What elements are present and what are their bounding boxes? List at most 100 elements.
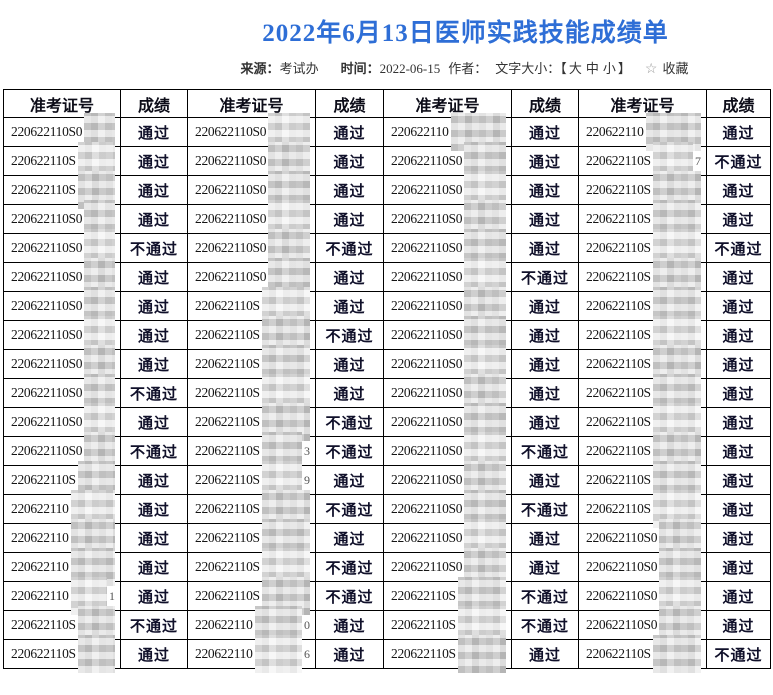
admission-id-prefix: 220622110S bbox=[11, 617, 76, 632]
admission-id-prefix: 220622110S bbox=[586, 182, 651, 197]
admission-id-tail: 6 bbox=[304, 646, 310, 661]
result-cell: 通过 bbox=[315, 262, 384, 292]
admission-id-prefix: 220622110S0 bbox=[391, 385, 463, 400]
column-header-result: 成绩 bbox=[315, 89, 384, 118]
admission-id-prefix: 220622110S0 bbox=[11, 124, 83, 139]
admission-id-prefix: 220622110 bbox=[11, 559, 69, 574]
result-cell: 不通过 bbox=[315, 407, 384, 437]
admission-id-prefix: 220622110S0 bbox=[11, 240, 83, 255]
result-cell: 通过 bbox=[315, 291, 384, 321]
result-cell: 不通过 bbox=[120, 378, 188, 408]
result-cell: 通过 bbox=[706, 465, 771, 495]
result-cell: 不通过 bbox=[120, 436, 188, 466]
fontsize-large-button[interactable]: 大 bbox=[568, 61, 582, 76]
result-cell: 通过 bbox=[511, 523, 579, 553]
admission-id-prefix: 220622110S bbox=[195, 501, 260, 516]
result-cell: 通过 bbox=[706, 117, 771, 147]
admission-id-cell: 220622110S0 bbox=[3, 287, 121, 325]
result-cell: 通过 bbox=[511, 175, 579, 205]
pixelated-privacy-mask bbox=[77, 635, 115, 673]
result-cell: 通过 bbox=[120, 407, 188, 437]
result-cell: 不通过 bbox=[511, 610, 579, 640]
result-cell: 通过 bbox=[706, 523, 771, 553]
admission-id-prefix: 220622110S0 bbox=[391, 530, 463, 545]
admission-id-prefix: 220622110S bbox=[11, 153, 76, 168]
admission-id-prefix: 220622110S bbox=[586, 356, 651, 371]
fontsize-medium-button[interactable]: 中 bbox=[585, 61, 599, 76]
result-cell: 不通过 bbox=[706, 639, 771, 669]
admission-id-prefix: 220622110S bbox=[391, 646, 456, 661]
result-cell: 通过 bbox=[511, 233, 579, 263]
result-cell: 不通过 bbox=[315, 436, 384, 466]
result-cell: 通过 bbox=[315, 610, 384, 640]
result-cell: 通过 bbox=[706, 552, 771, 582]
admission-id-tail: 1 bbox=[109, 588, 115, 603]
result-cell: 通过 bbox=[706, 175, 771, 205]
result-cell: 通过 bbox=[706, 610, 771, 640]
result-cell: 通过 bbox=[706, 204, 771, 234]
favorite-link[interactable]: 收藏 bbox=[662, 61, 689, 76]
table-body: 220622110S0 通过 220622110S0 通过 220622110 通过 220… bbox=[3, 113, 771, 673]
admission-id-prefix: 220622110S bbox=[586, 472, 651, 487]
admission-id-prefix: 220622110S0 bbox=[391, 501, 463, 516]
admission-id-prefix: 220622110S bbox=[195, 298, 260, 313]
admission-id-prefix: 220622110S bbox=[586, 443, 651, 458]
result-cell: 通过 bbox=[315, 523, 384, 553]
admission-id-prefix: 220622110S0 bbox=[195, 153, 267, 168]
admission-id-prefix: 220622110S0 bbox=[391, 443, 463, 458]
admission-id-prefix: 220622110S0 bbox=[195, 124, 267, 139]
favorite-star-icon[interactable]: ☆ bbox=[644, 62, 658, 77]
pixelated-privacy-mask bbox=[457, 635, 506, 673]
admission-id-cell: 220622110 bbox=[578, 113, 707, 151]
result-cell: 通过 bbox=[706, 436, 771, 466]
result-cell: 通过 bbox=[511, 320, 579, 350]
result-cell: 不通过 bbox=[511, 494, 579, 524]
result-cell: 通过 bbox=[706, 291, 771, 321]
score-table: 准考证号 成绩 准考证号 成绩 准考证号 成绩 准考证号 成绩 220622110S0 通过 22… bbox=[3, 89, 771, 673]
admission-id-prefix: 220622110S0 bbox=[11, 356, 83, 371]
result-cell: 不通过 bbox=[511, 581, 579, 611]
admission-id-prefix: 220622110S0 bbox=[11, 298, 83, 313]
admission-id-prefix: 220622110S bbox=[391, 588, 456, 603]
admission-id-tail: 3 bbox=[304, 443, 310, 458]
admission-id-cell: 220622110S bbox=[187, 316, 316, 354]
admission-id-prefix: 220622110 bbox=[11, 588, 69, 603]
result-cell: 通过 bbox=[706, 581, 771, 611]
table-row: 220622110S 通过 220622110 6 通过 220622110S 通过 2206… bbox=[3, 635, 771, 673]
admission-id-prefix: 220622110S0 bbox=[391, 559, 463, 574]
result-cell: 通过 bbox=[120, 262, 188, 292]
admission-id-prefix: 220622110S0 bbox=[391, 298, 463, 313]
result-cell: 通过 bbox=[120, 204, 188, 234]
page-title: 2022年6月13日医师实践技能成绩单 bbox=[262, 20, 669, 47]
source-label: 来源： bbox=[240, 61, 280, 76]
admission-id-cell: 220622110S bbox=[383, 635, 512, 673]
table-row: 220622110S0 不通过 220622110S 通过 220622110S0 通过 2… bbox=[3, 374, 771, 412]
admission-id-prefix: 220622110S0 bbox=[195, 269, 267, 284]
table-row: 220622110 通过 220622110S 不通过 220622110S0 通过 220… bbox=[3, 548, 771, 586]
table-row: 220622110S0 通过 220622110S 不通过 220622110S0 通过 2… bbox=[3, 316, 771, 354]
admission-id-prefix: 220622110S bbox=[586, 414, 651, 429]
admission-id-prefix: 220622110S0 bbox=[11, 443, 83, 458]
admission-id-prefix: 220622110S0 bbox=[391, 327, 463, 342]
admission-id-prefix: 220622110S bbox=[586, 298, 651, 313]
admission-id-cell: 220622110S bbox=[578, 287, 707, 325]
result-cell: 通过 bbox=[120, 175, 188, 205]
admission-id-tail: 9 bbox=[304, 472, 310, 487]
table-row: 220622110 1 通过 220622110S 不通过 220622110S 不通过 22… bbox=[3, 577, 771, 615]
result-cell: 通过 bbox=[120, 320, 188, 350]
admission-id-cell: 220622110S bbox=[187, 374, 316, 412]
admission-id-cell: 220622110S0 bbox=[383, 374, 512, 412]
admission-id-prefix: 220622110S bbox=[11, 472, 76, 487]
admission-id-prefix: 220622110S0 bbox=[11, 211, 83, 226]
result-cell: 通过 bbox=[120, 291, 188, 321]
result-cell: 不通过 bbox=[315, 233, 384, 263]
fontsize-small-button[interactable]: 小 bbox=[602, 61, 616, 76]
result-cell: 不通过 bbox=[706, 146, 771, 176]
admission-id-prefix: 220622110S bbox=[195, 588, 260, 603]
source-value: 考试办 bbox=[279, 61, 319, 76]
result-cell: 通过 bbox=[706, 320, 771, 350]
admission-id-prefix: 220622110S bbox=[586, 269, 651, 284]
result-cell: 不通过 bbox=[511, 262, 579, 292]
admission-id-prefix: 220622110 bbox=[11, 530, 69, 545]
result-cell: 通过 bbox=[120, 117, 188, 147]
